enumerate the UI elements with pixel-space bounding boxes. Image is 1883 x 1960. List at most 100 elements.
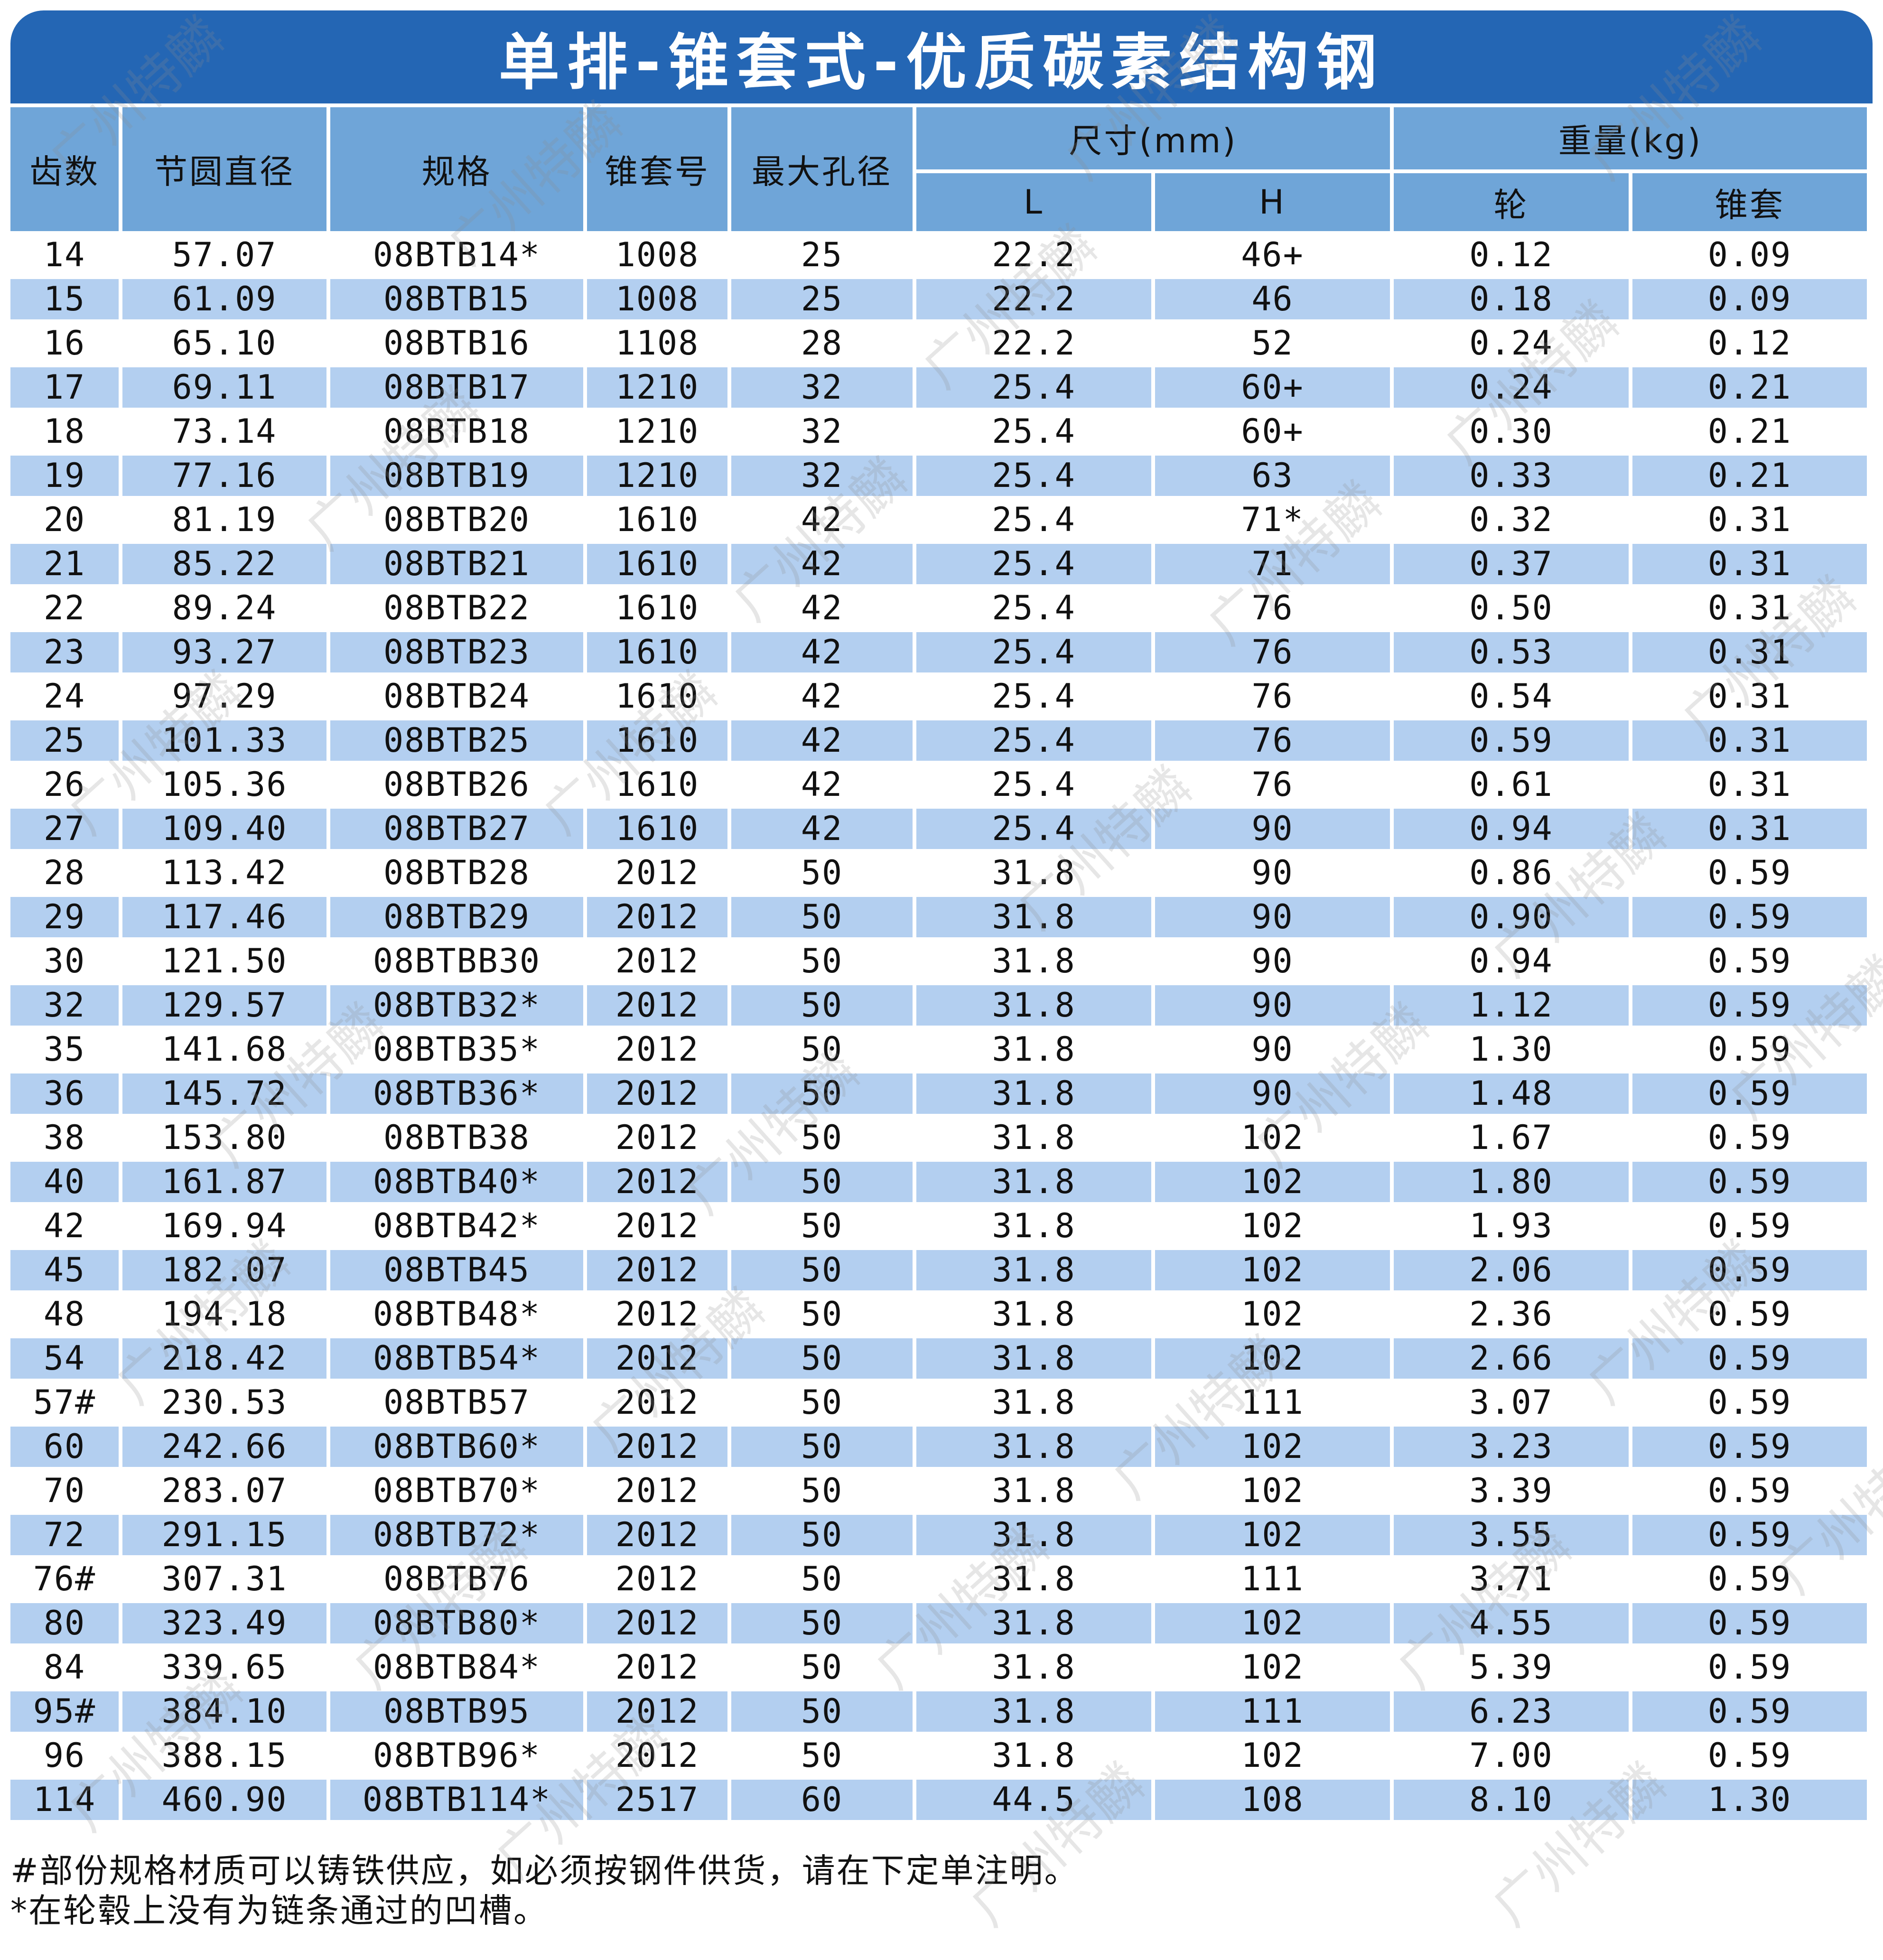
cell-max-bore: 50: [731, 1118, 913, 1158]
cell-weight-bush: 0.31: [1632, 765, 1867, 805]
cell-weight-wheel: 0.24: [1394, 367, 1629, 408]
cell-max-bore: 50: [731, 1603, 913, 1643]
table-row: 76# 307.31 08BTB76 2012 50 31.8 111 3.71 0.59: [10, 1559, 1867, 1599]
cell-pitch-diameter: 93.27: [122, 632, 326, 672]
cell-pitch-diameter: 169.94: [122, 1206, 326, 1246]
cell-bush-no: 1210: [587, 411, 727, 452]
cell-dim-h: 102: [1155, 1647, 1390, 1688]
cell-spec: 08BTB45: [330, 1250, 583, 1290]
cell-weight-wheel: 8.10: [1394, 1780, 1629, 1820]
cell-pitch-diameter: 307.31: [122, 1559, 326, 1599]
cell-weight-bush: 0.59: [1632, 1029, 1867, 1070]
cell-weight-wheel: 6.23: [1394, 1691, 1629, 1732]
header-dimension: 尺寸(mm): [916, 107, 1390, 169]
cell-weight-bush: 0.59: [1632, 1206, 1867, 1246]
cell-teeth: 35: [10, 1029, 119, 1070]
cell-spec: 08BTB19: [330, 456, 583, 496]
cell-teeth: 19: [10, 456, 119, 496]
table-row: 96 388.15 08BTB96* 2012 50 31.8 102 7.00 0.59: [10, 1736, 1867, 1776]
table-row: 29 117.46 08BTB29 2012 50 31.8 90 0.90 0.59: [10, 897, 1867, 937]
cell-dim-h: 102: [1155, 1162, 1390, 1202]
cell-dim-l: 31.8: [916, 853, 1151, 893]
cell-weight-bush: 0.59: [1632, 1118, 1867, 1158]
cell-dim-l: 22.2: [916, 323, 1151, 364]
table-row: 25 101.33 08BTB25 1610 42 25.4 76 0.59 0.31: [10, 720, 1867, 761]
cell-max-bore: 50: [731, 1515, 913, 1555]
cell-spec: 08BTB57: [330, 1382, 583, 1423]
cell-dim-h: 90: [1155, 897, 1390, 937]
cell-weight-bush: 0.59: [1632, 1647, 1867, 1688]
cell-max-bore: 60: [731, 1780, 913, 1820]
cell-max-bore: 50: [731, 1338, 913, 1379]
cell-weight-bush: 0.59: [1632, 897, 1867, 937]
table-row: 60 242.66 08BTB60* 2012 50 31.8 102 3.23 0.59: [10, 1427, 1867, 1467]
spec-table: 齿数 节圆直径 规格 锥套号 最大孔径 尺寸(mm) 重量(kg) L H 轮 …: [7, 103, 1871, 1824]
header-bush-no: 锥套号: [587, 107, 727, 231]
cell-dim-l: 25.4: [916, 588, 1151, 628]
cell-pitch-diameter: 291.15: [122, 1515, 326, 1555]
cell-dim-h: 90: [1155, 853, 1390, 893]
cell-teeth: 25: [10, 720, 119, 761]
note-cast-iron: #部份规格材质可以铸铁供应，如必须按钢件供货，请在下定单注明。: [10, 1851, 1079, 1890]
cell-dim-h: 76: [1155, 720, 1390, 761]
cell-spec: 08BTB21: [330, 544, 583, 584]
cell-max-bore: 50: [731, 1382, 913, 1423]
header-pitch-diameter: 节圆直径: [122, 107, 326, 231]
cell-teeth: 48: [10, 1294, 119, 1335]
table-row: 57# 230.53 08BTB57 2012 50 31.8 111 3.07 0.59: [10, 1382, 1867, 1423]
cell-bush-no: 2012: [587, 1073, 727, 1114]
cell-bush-no: 2012: [587, 1118, 727, 1158]
table-row: 36 145.72 08BTB36* 2012 50 31.8 90 1.48 0.59: [10, 1073, 1867, 1114]
cell-pitch-diameter: 242.66: [122, 1427, 326, 1467]
cell-weight-wheel: 0.53: [1394, 632, 1629, 672]
cell-teeth: 30: [10, 941, 119, 981]
cell-bush-no: 2012: [587, 1029, 727, 1070]
cell-spec: 08BTB40*: [330, 1162, 583, 1202]
cell-pitch-diameter: 81.19: [122, 500, 326, 540]
table-row: 16 65.10 08BTB16 1108 28 22.2 52 0.24 0.12: [10, 323, 1867, 364]
cell-bush-no: 2012: [587, 1736, 727, 1776]
cell-dim-l: 31.8: [916, 985, 1151, 1026]
cell-max-bore: 50: [731, 985, 913, 1026]
title-bar: 单排-锥套式-优质碳素结构钢: [10, 10, 1873, 103]
cell-pitch-diameter: 77.16: [122, 456, 326, 496]
cell-dim-h: 71: [1155, 544, 1390, 584]
cell-teeth: 42: [10, 1206, 119, 1246]
cell-weight-bush: 0.31: [1632, 720, 1867, 761]
note-no-groove: *在轮毂上没有为链条通过的凹槽。: [10, 1891, 548, 1930]
cell-weight-wheel: 1.48: [1394, 1073, 1629, 1114]
table-row: 19 77.16 08BTB19 1210 32 25.4 63 0.33 0.21: [10, 456, 1867, 496]
cell-weight-bush: 0.59: [1632, 1250, 1867, 1290]
cell-bush-no: 1610: [587, 765, 727, 805]
cell-weight-bush: 0.59: [1632, 941, 1867, 981]
page-title: 单排-锥套式-优质碳素结构钢: [498, 27, 1385, 98]
cell-weight-bush: 0.21: [1632, 456, 1867, 496]
cell-weight-wheel: 0.94: [1394, 809, 1629, 849]
cell-pitch-diameter: 283.07: [122, 1471, 326, 1511]
cell-pitch-diameter: 73.14: [122, 411, 326, 452]
cell-weight-wheel: 0.24: [1394, 323, 1629, 364]
cell-spec: 08BTB48*: [330, 1294, 583, 1335]
cell-teeth: 26: [10, 765, 119, 805]
cell-max-bore: 28: [731, 323, 913, 364]
cell-weight-wheel: 1.30: [1394, 1029, 1629, 1070]
cell-spec: 08BTB17: [330, 367, 583, 408]
cell-weight-bush: 0.09: [1632, 235, 1867, 275]
header-teeth: 齿数: [10, 107, 119, 231]
cell-bush-no: 1610: [587, 720, 727, 761]
cell-weight-wheel: 0.86: [1394, 853, 1629, 893]
cell-pitch-diameter: 141.68: [122, 1029, 326, 1070]
cell-spec: 08BTB96*: [330, 1736, 583, 1776]
cell-spec: 08BTB25: [330, 720, 583, 761]
cell-weight-wheel: 0.54: [1394, 676, 1629, 717]
cell-teeth: 28: [10, 853, 119, 893]
cell-dim-l: 31.8: [916, 1471, 1151, 1511]
cell-weight-wheel: 2.66: [1394, 1338, 1629, 1379]
table-row: 70 283.07 08BTB70* 2012 50 31.8 102 3.39 0.59: [10, 1471, 1867, 1511]
cell-weight-wheel: 7.00: [1394, 1736, 1629, 1776]
cell-weight-wheel: 1.67: [1394, 1118, 1629, 1158]
cell-weight-bush: 0.31: [1632, 809, 1867, 849]
notes: #部份规格材质可以铸铁供应，如必须按钢件供货，请在下定单注明。 *在轮毂上没有为…: [10, 1851, 1871, 1931]
cell-max-bore: 50: [731, 1162, 913, 1202]
cell-teeth: 15: [10, 279, 119, 319]
